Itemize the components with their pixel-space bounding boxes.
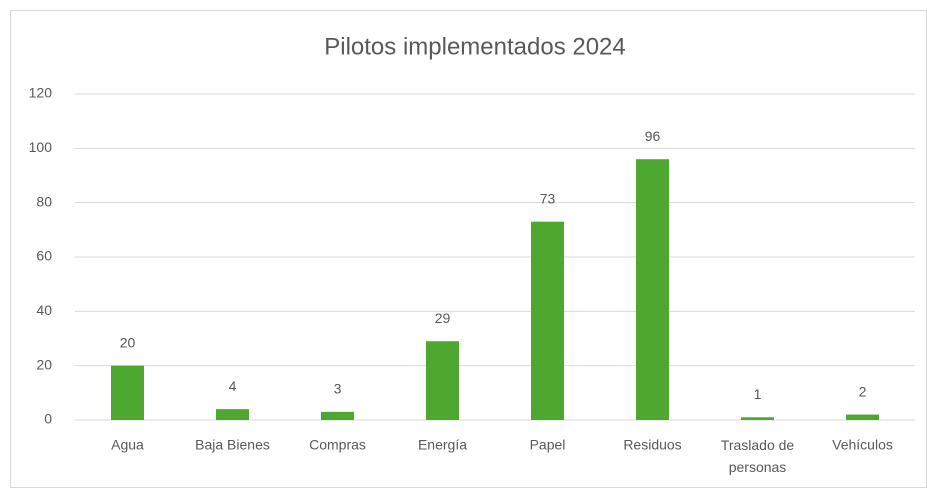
- x-tick-label: Papel: [530, 437, 566, 453]
- data-label: 20: [120, 334, 136, 350]
- x-tick-label: Vehículos: [832, 437, 893, 453]
- data-label: 29: [435, 310, 451, 326]
- data-label: 3: [334, 381, 342, 397]
- x-tick-label: Traslado de personas: [721, 437, 795, 475]
- y-tick-label: 100: [29, 139, 53, 155]
- x-tick-label: Energía: [418, 437, 467, 453]
- x-tick-label: Agua: [111, 437, 144, 453]
- bar: [531, 221, 564, 420]
- data-label: 4: [229, 378, 237, 394]
- bar: [321, 411, 354, 420]
- y-tick-label: 0: [44, 411, 52, 427]
- bar: [846, 414, 879, 420]
- y-tick-label: 120: [29, 85, 53, 101]
- x-tick-label: Baja Bienes: [195, 437, 270, 453]
- bar: [636, 159, 669, 420]
- x-tick-label: Residuos: [623, 437, 681, 453]
- data-label: 96: [645, 128, 661, 144]
- bar: [216, 409, 249, 420]
- y-tick-label: 40: [36, 302, 52, 318]
- y-tick-label: 20: [36, 356, 52, 372]
- bar: [741, 417, 774, 420]
- y-tick-label: 80: [36, 193, 52, 209]
- data-label: 73: [540, 190, 556, 206]
- data-label: 1: [754, 386, 762, 402]
- bar: [111, 365, 144, 420]
- bar: [426, 341, 459, 420]
- y-tick-label: 60: [36, 248, 52, 264]
- chart-title: Pilotos implementados 2024: [324, 33, 626, 60]
- chart-frame: [10, 10, 927, 488]
- data-label: 2: [859, 383, 867, 399]
- x-tick-label: Compras: [309, 437, 366, 453]
